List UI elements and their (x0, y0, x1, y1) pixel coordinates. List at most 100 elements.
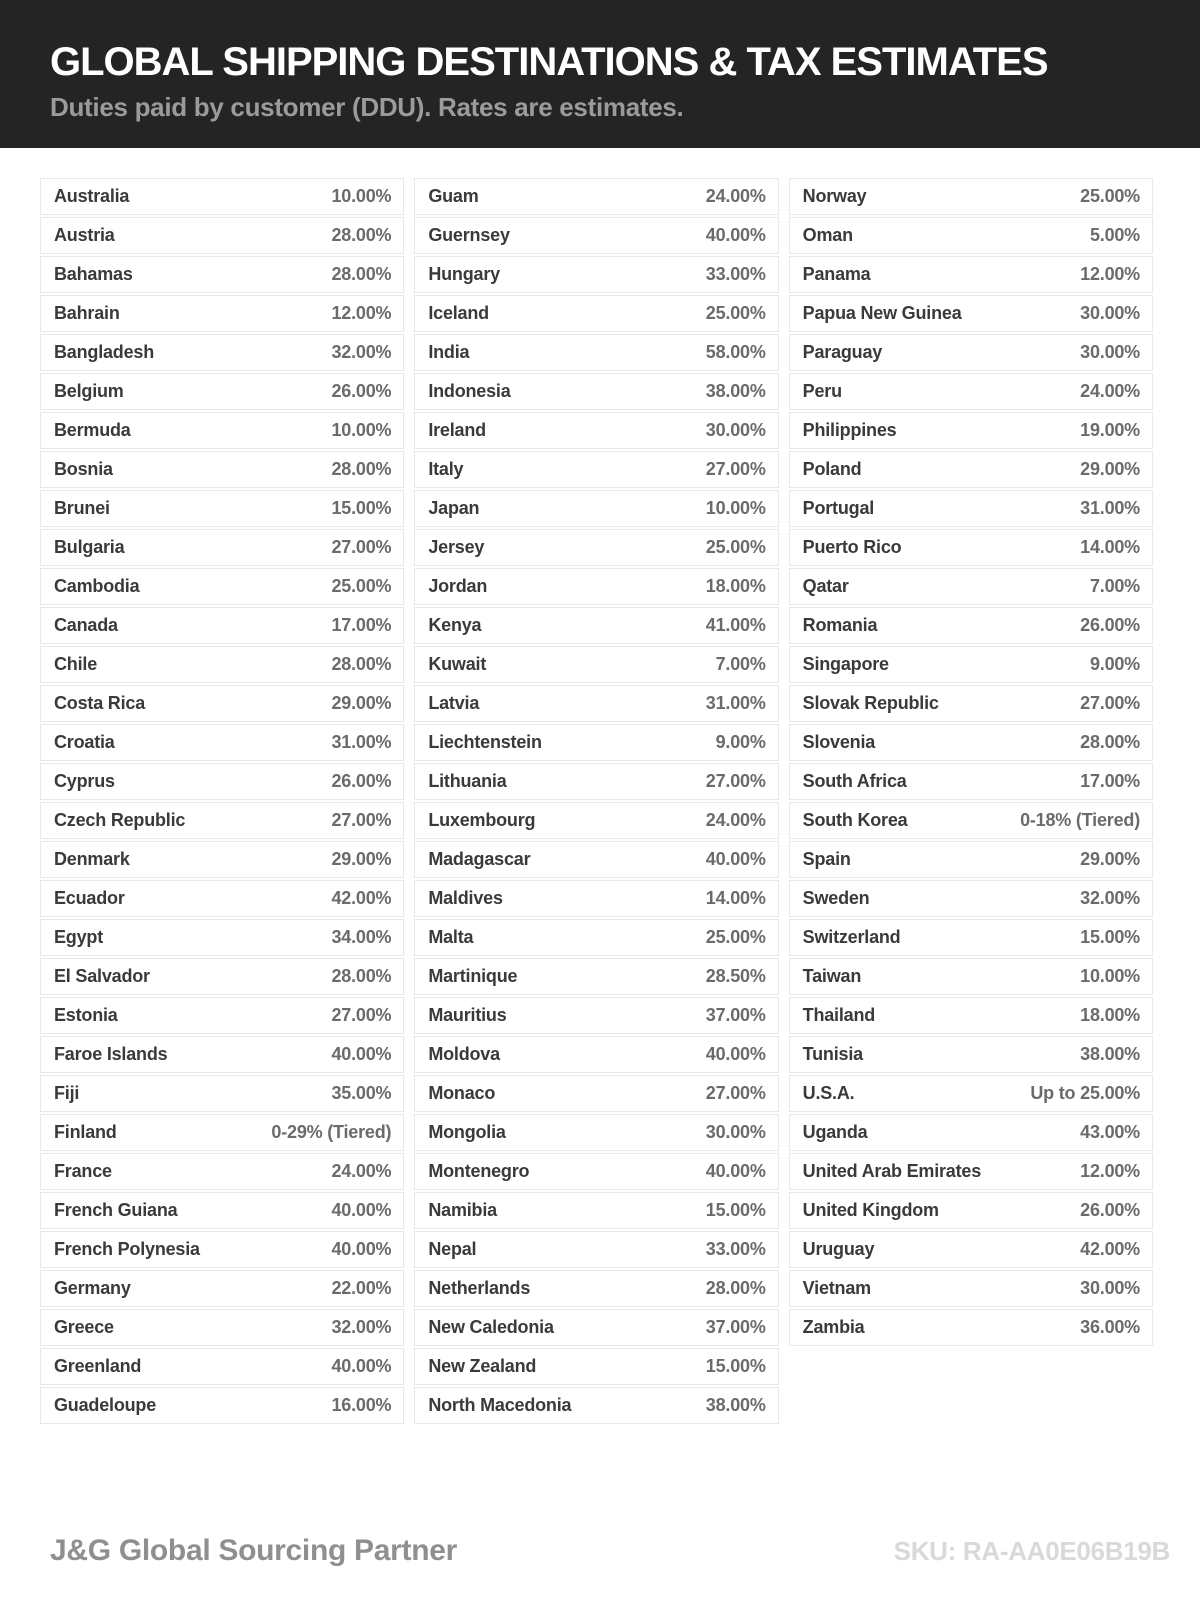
country-name: Oman (802, 225, 853, 245)
country-name: Nepal (428, 1239, 477, 1259)
country-name: Monaco (428, 1083, 496, 1103)
table-row: Latvia 31.00% (414, 685, 779, 722)
tax-rate: 35.00% (331, 1083, 392, 1103)
table-row: Moldova 40.00% (414, 1036, 779, 1073)
country-name: Martinique (428, 966, 518, 986)
tax-rate: 24.00% (331, 1161, 392, 1181)
table-row: Ecuador 42.00% (40, 880, 405, 917)
country-name: U.S.A. (802, 1083, 855, 1103)
tax-rate: 28.00% (1080, 732, 1140, 752)
table-row: Kenya 41.00% (414, 607, 779, 644)
country-name: Uruguay (802, 1239, 875, 1259)
tax-rate: 27.00% (705, 771, 766, 791)
tax-rate: 18.00% (705, 576, 766, 596)
country-name: Zambia (802, 1317, 865, 1337)
table-row: Czech Republic 27.00% (40, 802, 405, 839)
rate-column-2: Guam 24.00% Guernsey 40.00% Hungary 33.00% Ice… (414, 178, 779, 1426)
tax-rate: 14.00% (705, 888, 766, 908)
country-name: United Arab Emirates (802, 1161, 982, 1181)
tax-rate: 40.00% (705, 849, 766, 869)
brand-name: J&G Global Sourcing Partner (50, 1534, 457, 1567)
country-name: Ireland (428, 420, 486, 440)
tax-rate: 42.00% (331, 888, 392, 908)
table-row: Estonia 27.00% (40, 997, 405, 1034)
table-row: Finland 0-29% (Tiered) (40, 1114, 405, 1151)
tax-rate: Up to 25.00% (1030, 1083, 1140, 1103)
table-row: New Caledonia 37.00% (414, 1309, 779, 1346)
country-name: Brunei (54, 498, 110, 518)
country-name: Bulgaria (54, 537, 125, 557)
table-row: El Salvador 28.00% (40, 958, 405, 995)
country-name: Poland (802, 459, 862, 479)
country-name: Uganda (802, 1122, 868, 1142)
page-subtitle: Duties paid by customer (DDU). Rates are… (50, 92, 684, 122)
tax-rate: 26.00% (1080, 1200, 1140, 1220)
table-row: Qatar 7.00% (788, 568, 1153, 605)
tax-rate: 31.00% (331, 732, 392, 752)
country-name: Belgium (54, 381, 124, 401)
table-row: Romania 26.00% (788, 607, 1153, 644)
tax-rate: 9.00% (715, 732, 766, 752)
table-row: Croatia 31.00% (40, 724, 405, 761)
table-row: Indonesia 38.00% (414, 373, 779, 410)
table-row: Philippines 19.00% (788, 412, 1153, 449)
table-row: Sweden 32.00% (788, 880, 1153, 917)
country-name: Denmark (54, 849, 130, 869)
tax-rate: 17.00% (331, 615, 392, 635)
tax-rate: 30.00% (1080, 303, 1140, 323)
table-row: Singapore 9.00% (788, 646, 1153, 683)
country-name: Montenegro (428, 1161, 530, 1181)
country-name: Kuwait (428, 654, 487, 674)
table-row: Monaco 27.00% (414, 1075, 779, 1112)
tax-rate: 0-29% (Tiered) (271, 1122, 392, 1142)
country-name: Greece (54, 1317, 114, 1337)
country-name: Indonesia (428, 381, 511, 401)
country-name: Guernsey (428, 225, 510, 245)
table-row: Oman 5.00% (788, 217, 1153, 254)
table-row: Switzerland 15.00% (788, 919, 1153, 956)
table-row: Netherlands 28.00% (414, 1270, 779, 1307)
country-name: Malta (428, 927, 474, 947)
tax-rate: 42.00% (1080, 1239, 1140, 1259)
table-row: Denmark 29.00% (40, 841, 405, 878)
sku-label: SKU: RA-AA0E06B19B (893, 1535, 1171, 1566)
country-name: Czech Republic (54, 810, 186, 830)
tax-rate: 12.00% (1080, 264, 1140, 284)
table-row: Slovenia 28.00% (788, 724, 1153, 761)
table-row: Taiwan 10.00% (788, 958, 1153, 995)
table-row: Greenland 40.00% (40, 1348, 405, 1385)
tax-rate: 14.00% (1080, 537, 1140, 557)
country-name: Moldova (428, 1044, 500, 1064)
country-name: Cambodia (54, 576, 140, 596)
country-name: Latvia (428, 693, 480, 713)
country-name: Egypt (54, 927, 104, 947)
table-row: South Korea 0-18% (Tiered) (788, 802, 1153, 839)
table-row: Malta 25.00% (414, 919, 779, 956)
tax-rate: 12.00% (1080, 1161, 1140, 1181)
country-name: Fiji (54, 1083, 80, 1103)
table-row: Bosnia 28.00% (40, 451, 405, 488)
country-name: Papua New Guinea (802, 303, 962, 323)
country-name: Paraguay (802, 342, 883, 362)
table-row: Brunei 15.00% (40, 490, 405, 527)
country-name: Liechtenstein (428, 732, 542, 752)
country-name: Slovak Republic (802, 693, 939, 713)
table-row: Hungary 33.00% (414, 256, 779, 293)
country-name: Bahrain (54, 303, 120, 323)
table-row: Puerto Rico 14.00% (788, 529, 1153, 566)
country-name: France (54, 1161, 112, 1181)
country-name: Bosnia (54, 459, 113, 479)
tax-rate: 25.00% (705, 537, 766, 557)
tax-rate: 16.00% (331, 1395, 392, 1415)
country-name: Faroe Islands (54, 1044, 168, 1064)
tax-rate: 40.00% (705, 1044, 766, 1064)
country-name: Costa Rica (54, 693, 146, 713)
tax-rate: 40.00% (331, 1356, 392, 1376)
tax-rate: 28.00% (331, 966, 392, 986)
tax-rate: 24.00% (1080, 381, 1140, 401)
table-row: Germany 22.00% (40, 1270, 405, 1307)
country-name: French Polynesia (54, 1239, 200, 1259)
tax-rate: 41.00% (705, 615, 766, 635)
tax-rate: 43.00% (1080, 1122, 1140, 1142)
country-name: Croatia (54, 732, 115, 752)
